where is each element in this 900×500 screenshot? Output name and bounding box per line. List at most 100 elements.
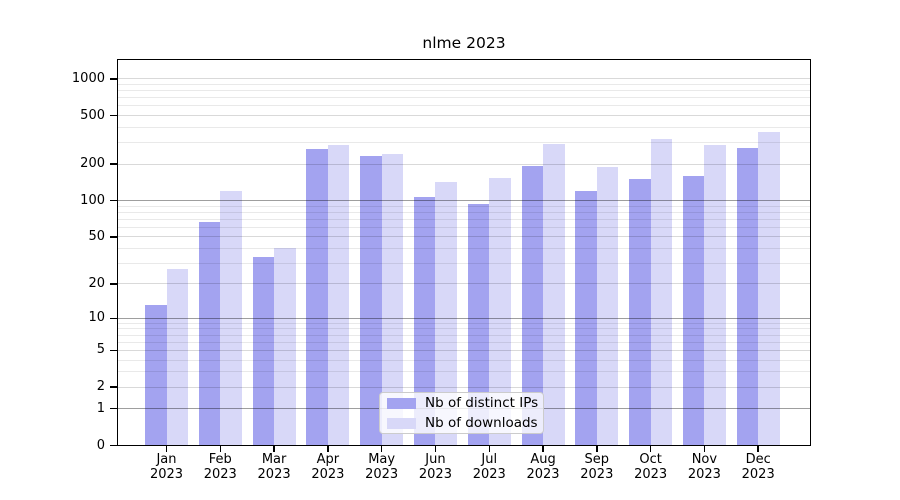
x-tick-mark bbox=[488, 446, 490, 452]
x-tick-label-jun: Jun 2023 bbox=[407, 452, 463, 482]
x-tick-label-aug: Aug 2023 bbox=[515, 452, 571, 482]
x-tick-mark bbox=[219, 446, 221, 452]
x-tick-mark bbox=[434, 446, 437, 452]
gridline bbox=[117, 386, 811, 388]
x-tick-month: Sep bbox=[584, 452, 610, 467]
gridline bbox=[117, 371, 811, 373]
x-tick-year: 2023 bbox=[418, 467, 452, 482]
gridline bbox=[117, 90, 811, 92]
x-tick-year: 2023 bbox=[687, 467, 721, 482]
x-tick-mark bbox=[596, 446, 598, 452]
y-tick-mark bbox=[110, 199, 117, 202]
gridline bbox=[117, 115, 811, 117]
x-tick-label-nov: Nov 2023 bbox=[676, 452, 732, 482]
gridline bbox=[117, 200, 811, 202]
bar-distinct-ips-aug bbox=[521, 166, 544, 446]
gridline bbox=[117, 105, 811, 107]
y-tick-label: 500 bbox=[80, 107, 105, 123]
y-tick-label: 1 bbox=[96, 400, 105, 416]
x-tick-year: 2023 bbox=[580, 467, 614, 482]
gridline bbox=[117, 211, 811, 213]
y-tick-label: 100 bbox=[80, 192, 105, 208]
bar-distinct-ips-apr bbox=[306, 149, 328, 446]
x-tick-label-jul: Jul 2023 bbox=[461, 452, 517, 482]
gridline bbox=[117, 226, 811, 228]
gridline bbox=[117, 349, 811, 351]
bar-downloads-dec bbox=[758, 132, 780, 446]
x-tick-year: 2023 bbox=[472, 467, 506, 482]
gridline bbox=[117, 126, 811, 128]
bar-downloads-jun bbox=[435, 181, 457, 446]
y-tick-mark bbox=[110, 349, 117, 352]
bar-downloads-may bbox=[381, 154, 404, 446]
legend-label-distinct-ips: Nb of distinct IPs bbox=[425, 395, 539, 411]
bar-downloads-jan bbox=[166, 268, 188, 446]
bar-downloads-apr bbox=[327, 145, 350, 446]
y-tick-mark bbox=[110, 444, 117, 447]
bar-distinct-ips-oct bbox=[629, 178, 651, 446]
y-tick-label: 1000 bbox=[71, 70, 105, 86]
bar-distinct-ips-feb bbox=[198, 222, 221, 446]
y-tick-label: 0 bbox=[96, 437, 105, 453]
x-tick-mark bbox=[542, 446, 544, 452]
gridline bbox=[117, 262, 811, 264]
x-tick-mark bbox=[703, 446, 706, 452]
x-tick-year: 2023 bbox=[741, 467, 775, 482]
gridline bbox=[117, 317, 811, 319]
gridline bbox=[117, 236, 811, 238]
x-tick-year: 2023 bbox=[634, 467, 668, 482]
legend-label-downloads: Nb of downloads bbox=[425, 415, 538, 431]
bar-downloads-sep bbox=[596, 166, 619, 446]
y-tick-label: 2 bbox=[96, 379, 105, 395]
x-tick-month: Nov bbox=[691, 452, 718, 467]
x-tick-year: 2023 bbox=[526, 467, 560, 482]
bar-downloads-oct bbox=[650, 139, 673, 446]
legend-swatch-distinct-ips-icon bbox=[387, 397, 416, 409]
gridline bbox=[117, 341, 811, 343]
gridline bbox=[117, 247, 811, 249]
bar-downloads-aug bbox=[543, 144, 565, 446]
bar-downloads-nov bbox=[704, 145, 726, 446]
x-tick-year: 2023 bbox=[257, 467, 291, 482]
y-tick-mark bbox=[110, 386, 117, 388]
y-tick-mark bbox=[110, 114, 117, 117]
x-tick-month: Oct bbox=[639, 452, 662, 467]
gridline bbox=[117, 97, 811, 99]
x-tick-mark bbox=[649, 446, 652, 452]
x-tick-month: Feb bbox=[208, 452, 232, 467]
gridline bbox=[117, 328, 811, 330]
x-tick-label-may: May 2023 bbox=[354, 452, 410, 482]
y-tick-label: 20 bbox=[88, 275, 105, 291]
bar-downloads-mar bbox=[274, 248, 296, 446]
x-tick-label-oct: Oct 2023 bbox=[623, 452, 679, 482]
legend-item-distinct-ips: Nb of distinct IPs bbox=[387, 395, 543, 411]
x-tick-mark bbox=[165, 446, 168, 452]
gridline bbox=[117, 78, 811, 80]
x-tick-label-feb: Feb 2023 bbox=[192, 452, 248, 482]
x-tick-month: Apr bbox=[316, 452, 340, 467]
y-tick-mark bbox=[110, 408, 117, 410]
x-tick-label-mar: Mar 2023 bbox=[246, 452, 302, 482]
gridline bbox=[117, 334, 811, 336]
legend-swatch-downloads-icon bbox=[387, 417, 416, 429]
y-tick-label: 50 bbox=[88, 228, 105, 244]
x-tick-mark bbox=[757, 446, 759, 452]
gridline bbox=[117, 218, 811, 220]
gridline bbox=[117, 163, 811, 165]
x-tick-mark bbox=[273, 446, 275, 452]
x-tick-month: Jan bbox=[156, 452, 177, 467]
y-tick-label: 10 bbox=[88, 310, 105, 326]
bar-distinct-ips-jun bbox=[413, 196, 436, 446]
y-tick-mark bbox=[110, 236, 117, 238]
y-tick-label: 200 bbox=[80, 156, 105, 172]
x-tick-year: 2023 bbox=[365, 467, 399, 482]
legend: Nb of distinct IPs Nb of downloads bbox=[379, 392, 544, 434]
gridline bbox=[117, 283, 811, 285]
bar-distinct-ips-mar bbox=[252, 256, 275, 446]
bar-distinct-ips-nov bbox=[682, 176, 705, 446]
bar-distinct-ips-may bbox=[360, 156, 382, 446]
x-tick-month: Aug bbox=[530, 452, 556, 467]
